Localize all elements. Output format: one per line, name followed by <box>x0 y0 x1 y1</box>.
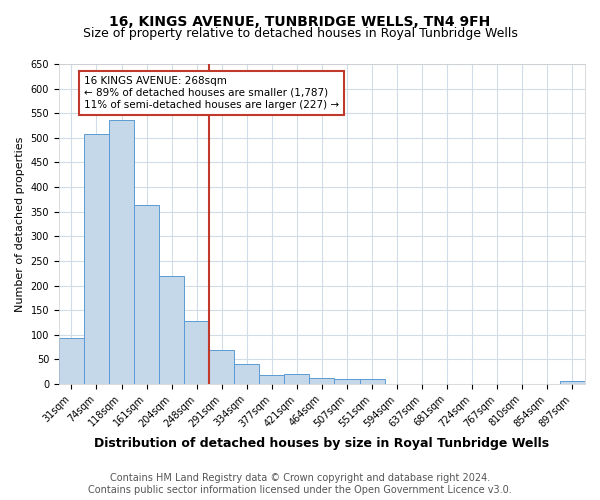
X-axis label: Distribution of detached houses by size in Royal Tunbridge Wells: Distribution of detached houses by size … <box>94 437 550 450</box>
Bar <box>234 364 259 384</box>
Bar <box>184 321 209 384</box>
Bar <box>159 276 184 384</box>
Bar <box>209 350 234 384</box>
Bar <box>310 378 334 384</box>
Bar <box>59 338 84 384</box>
Y-axis label: Number of detached properties: Number of detached properties <box>15 136 25 312</box>
Bar <box>259 375 284 384</box>
Bar <box>109 120 134 384</box>
Bar <box>334 379 359 384</box>
Bar <box>359 379 385 384</box>
Text: Contains HM Land Registry data © Crown copyright and database right 2024.
Contai: Contains HM Land Registry data © Crown c… <box>88 474 512 495</box>
Text: 16, KINGS AVENUE, TUNBRIDGE WELLS, TN4 9FH: 16, KINGS AVENUE, TUNBRIDGE WELLS, TN4 9… <box>109 15 491 29</box>
Text: 16 KINGS AVENUE: 268sqm
← 89% of detached houses are smaller (1,787)
11% of semi: 16 KINGS AVENUE: 268sqm ← 89% of detache… <box>84 76 339 110</box>
Text: Size of property relative to detached houses in Royal Tunbridge Wells: Size of property relative to detached ho… <box>83 28 517 40</box>
Bar <box>84 134 109 384</box>
Bar <box>134 206 159 384</box>
Bar <box>284 374 310 384</box>
Bar <box>560 380 585 384</box>
